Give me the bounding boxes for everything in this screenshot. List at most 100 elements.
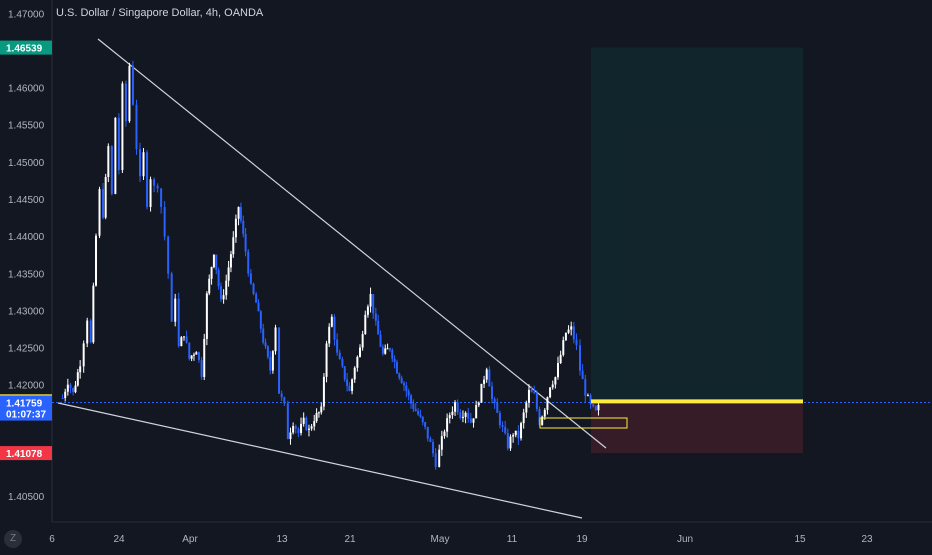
candle-body (338, 352, 341, 360)
candle-body (89, 320, 92, 343)
candle-body (464, 412, 467, 417)
candle-body (183, 336, 185, 338)
candle-body (341, 359, 344, 367)
candle-body (361, 334, 364, 348)
candle-body (292, 425, 295, 433)
candle-body (369, 294, 372, 307)
candle-body (177, 298, 180, 347)
candle-body (549, 387, 552, 398)
candle-body (527, 389, 530, 403)
candle-body (359, 347, 361, 357)
candle-body (412, 403, 415, 410)
candle-body (407, 391, 410, 396)
candle-body (107, 146, 110, 178)
candle-body (579, 345, 581, 371)
candle-body (61, 397, 64, 399)
candle-body (356, 356, 359, 368)
candle-body (514, 430, 517, 436)
candle-body (135, 104, 138, 150)
candle-body (440, 436, 443, 450)
candle-body (110, 146, 113, 194)
x-tick-label: 11 (507, 534, 518, 545)
candle-body (82, 343, 85, 367)
candle-body (104, 177, 107, 218)
candle-body (421, 416, 424, 423)
candle-body (219, 286, 222, 300)
price-label-countdown-text: 01:07:37 (6, 410, 46, 421)
candle-body (483, 379, 486, 384)
candle-body (592, 404, 595, 407)
candle-body (249, 273, 252, 284)
y-tick-label: 1.46000 (8, 84, 45, 95)
candle-body (564, 332, 567, 341)
chart-title: U.S. Dollar / Singapore Dollar, 4h, OAND… (56, 7, 264, 19)
candle-body (410, 395, 413, 404)
x-tick-label: 24 (113, 534, 125, 545)
candle-body (320, 406, 323, 413)
candle-body (149, 179, 152, 207)
price-label-target (0, 40, 52, 55)
candle-body (377, 320, 380, 335)
candle-body (163, 206, 166, 237)
candle-body (546, 397, 549, 410)
candle-body (533, 392, 536, 394)
candle-body (102, 189, 105, 218)
x-tick-label: 6 (49, 534, 55, 545)
candle-body (395, 362, 398, 374)
candle-body (259, 311, 262, 329)
candle-body (185, 336, 188, 343)
price-label-last-price (0, 395, 52, 410)
candle-body (461, 416, 464, 418)
candle-body (386, 348, 389, 350)
candle-body (525, 402, 528, 413)
candle-body (280, 393, 283, 398)
candle-body (74, 385, 77, 393)
candle-body (459, 412, 462, 418)
candle-body (252, 283, 255, 294)
candle-body (310, 426, 313, 429)
candle-body (530, 389, 533, 393)
candle-body (139, 149, 141, 177)
candle-body (434, 453, 437, 467)
candle-body (477, 402, 480, 406)
candle-body (188, 342, 191, 359)
candle-body (131, 65, 134, 105)
y-tick-label: 1.42000 (8, 381, 45, 392)
candle-body (541, 416, 544, 425)
candle-body (570, 326, 573, 330)
candle-body (348, 385, 351, 392)
candle-body (121, 83, 124, 171)
candle-body (210, 267, 213, 279)
candle-body (289, 432, 292, 440)
candle-body (443, 431, 446, 437)
candle-body (92, 285, 95, 343)
candle-body (271, 351, 274, 371)
candle-body (274, 327, 277, 352)
candle-body (372, 294, 375, 314)
candle-body (114, 117, 117, 194)
candle-body (286, 403, 289, 440)
upper-trendline (97, 38, 607, 449)
candle-body (419, 414, 422, 417)
candle-body (594, 406, 597, 411)
candle-body (64, 391, 67, 399)
x-tick-label: 13 (276, 534, 288, 545)
candle-body (429, 438, 432, 443)
candle-body (469, 418, 472, 423)
candle-body (405, 385, 408, 392)
candle-body (506, 433, 509, 449)
price-label-last-price-text: 1.41759 (6, 399, 43, 410)
price-label-countdown (0, 406, 52, 421)
x-tick-label: 23 (861, 534, 873, 545)
candle-body (257, 302, 260, 312)
candle-body (572, 326, 575, 340)
zoom-reset-button[interactable]: Z (4, 530, 22, 548)
x-tick-label: 21 (344, 534, 356, 545)
candle-body (307, 428, 310, 430)
candle-body (581, 370, 584, 380)
candle-body (225, 280, 228, 296)
price-label-stop (0, 446, 52, 461)
candle-body (586, 395, 589, 397)
